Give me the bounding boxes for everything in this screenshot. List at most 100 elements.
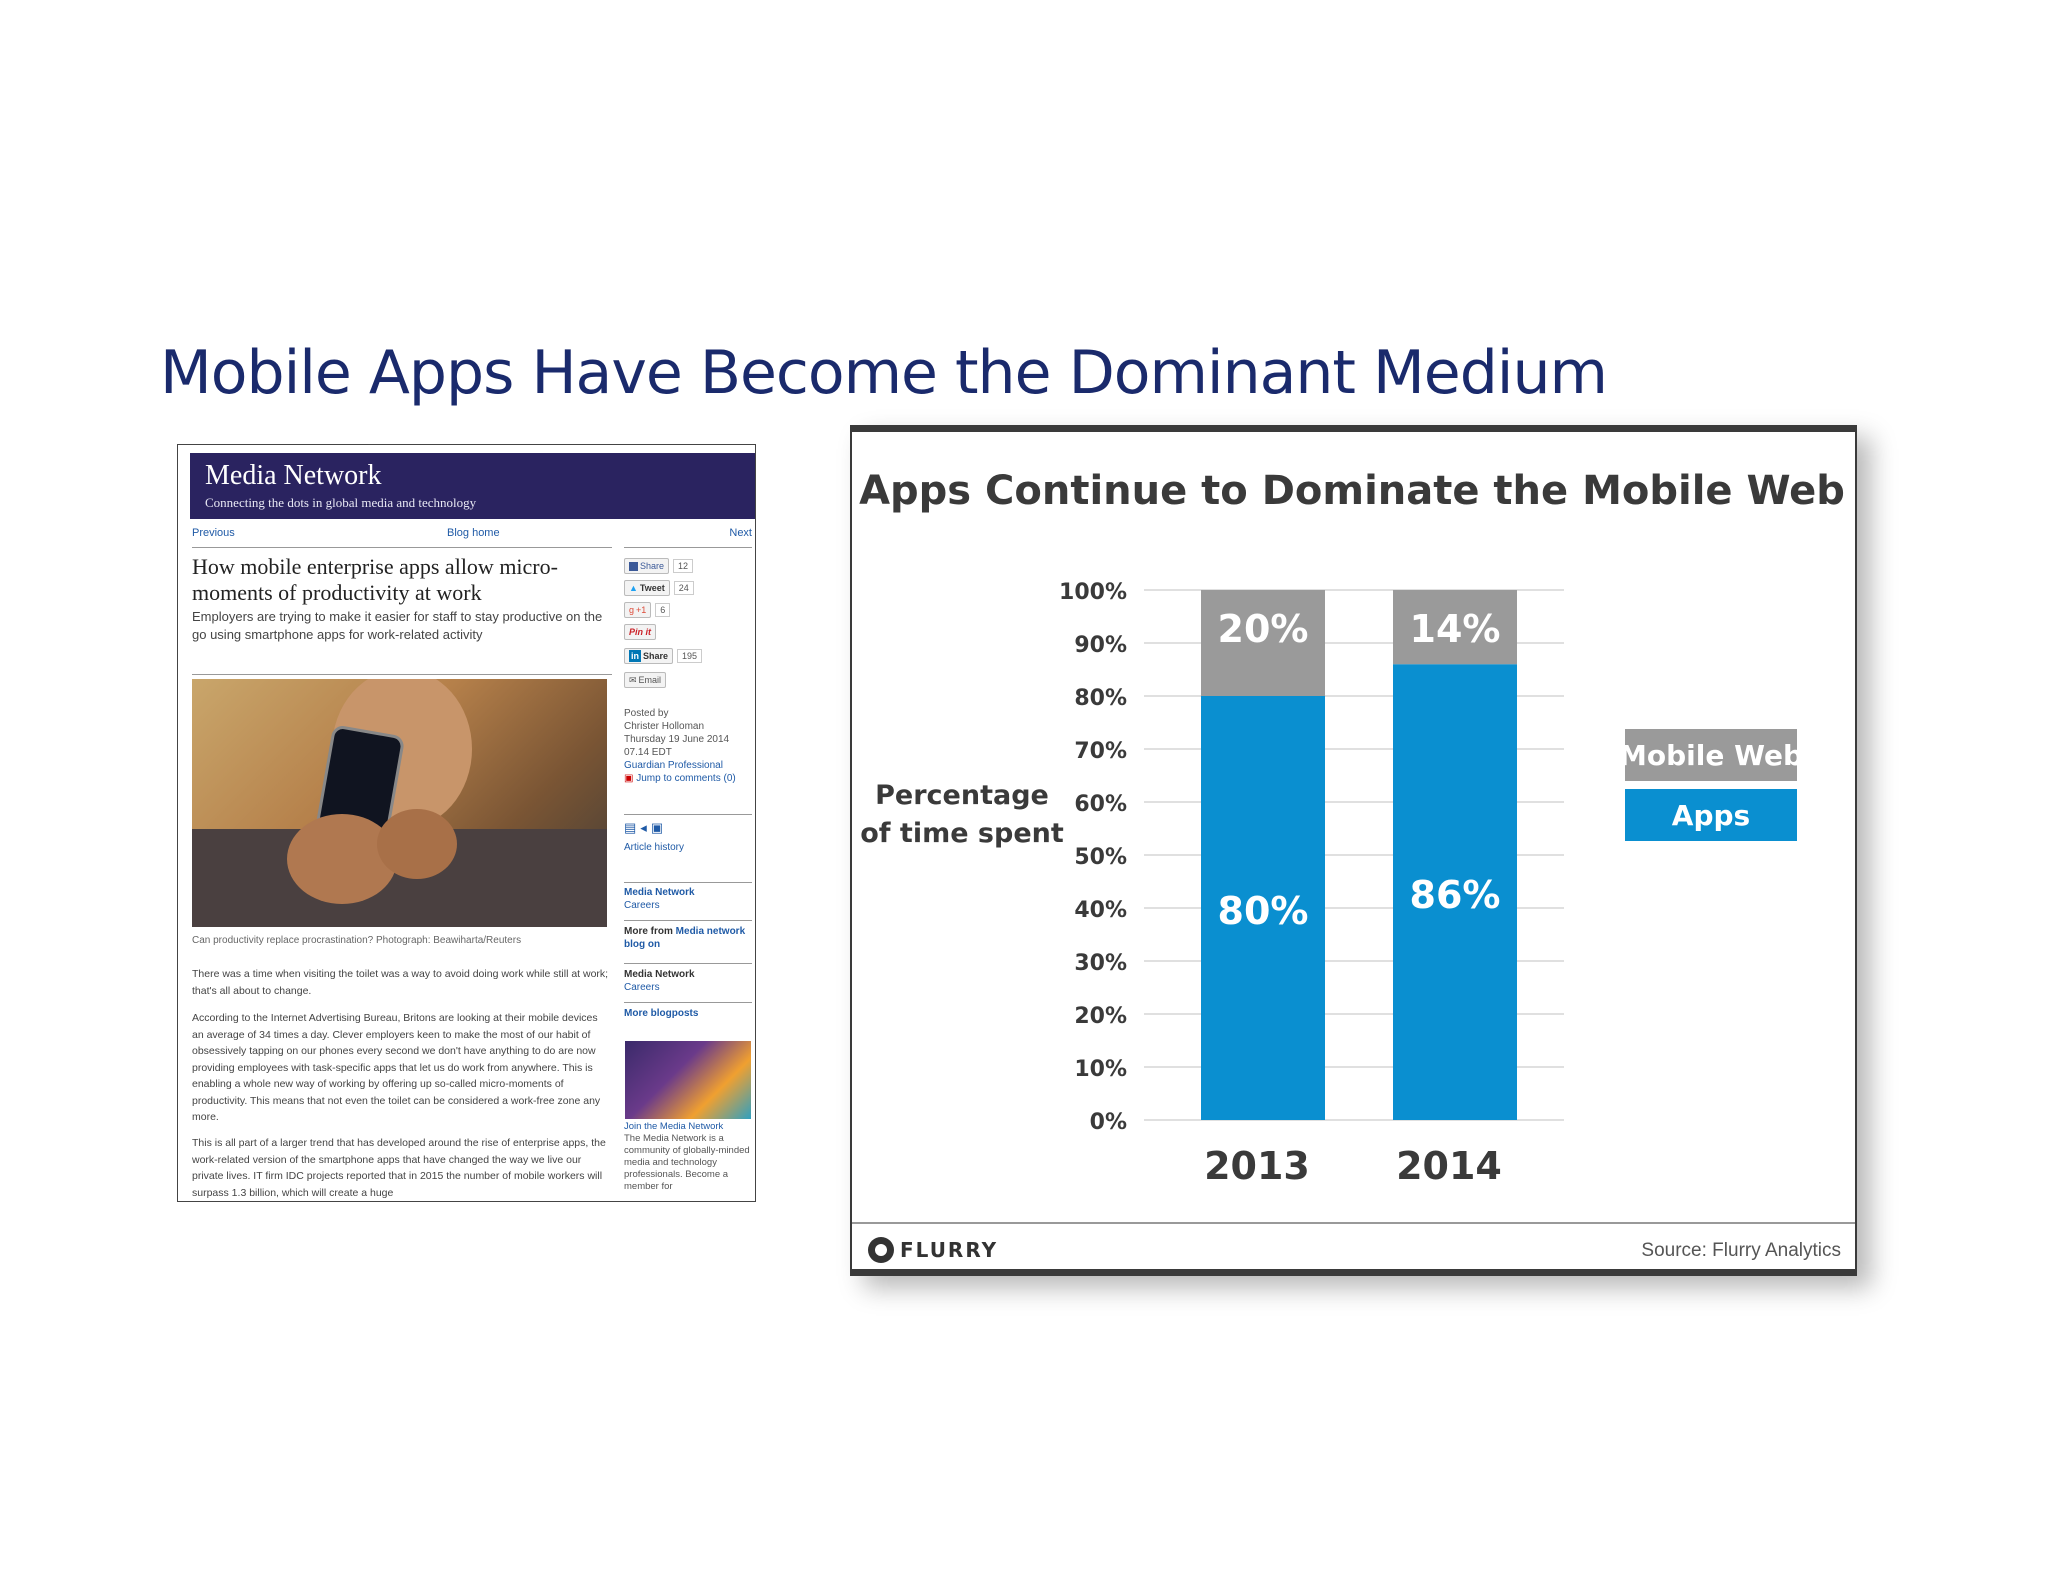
share-icon[interactable]: ◂ (640, 820, 651, 835)
photo-caption: Can productivity replace procrastination… (192, 935, 522, 946)
y-tick-label: 20% (1074, 1004, 1127, 1029)
legend-label: Mobile Web (1619, 739, 1803, 772)
more-from: More from Media network blog on (624, 925, 752, 951)
sidebar-network: Media Network Careers (624, 886, 752, 912)
y-tick-label: 50% (1074, 845, 1127, 870)
comments-label: Jump to comments (0) (636, 773, 736, 784)
linkedin-icon: in (629, 650, 641, 662)
promo-image[interactable] (625, 1041, 751, 1119)
legend-swatch (1625, 729, 1797, 781)
article-photo (192, 679, 607, 927)
x-tick-label: 2014 (1396, 1144, 1502, 1188)
sidebar-network: Media Network Careers (624, 968, 752, 994)
careers-link[interactable]: Careers (624, 900, 660, 911)
email-share[interactable]: ✉ Email (624, 672, 667, 688)
linkedin-button[interactable]: in Share (624, 648, 674, 664)
facebook-share[interactable]: Share 12 (624, 558, 694, 574)
tweet-button[interactable]: ▲ Tweet (624, 580, 670, 596)
tweet-label: Tweet (639, 583, 665, 593)
join-link[interactable]: Join the Media Network (624, 1121, 724, 1132)
chart-card: Apps Continue to Dominate the Mobile Web… (850, 425, 1857, 1276)
pinit-button[interactable]: Pin it (624, 624, 656, 640)
gplus-button[interactable]: g +1 (624, 602, 652, 618)
previous-link[interactable]: Previous (192, 527, 235, 539)
y-axis-ticks: 0% 10% 20% 30% 40% 50% 60% 70% 80% 90% 100% (1059, 580, 1127, 1135)
source-link[interactable]: Guardian Professional (624, 760, 723, 771)
gplus-share[interactable]: g +1 6 (624, 602, 671, 618)
y-tick-label: 100% (1059, 580, 1127, 605)
tweet-count: 24 (673, 581, 694, 595)
gplus-icon: g (629, 605, 635, 615)
bar-mobile-web-2014 (1393, 590, 1517, 665)
y-axis-label-line-2: of time spent (860, 818, 1064, 849)
tweet-share[interactable]: ▲ Tweet 24 (624, 580, 694, 596)
careers-link[interactable]: Careers (624, 982, 660, 993)
more-from-label: More from (624, 926, 676, 937)
y-tick-label: 60% (1074, 792, 1127, 817)
comments-link[interactable]: ▣ Jump to comments (0) (624, 772, 752, 785)
article-standfirst: Employers are trying to make it easier f… (192, 609, 603, 642)
x-axis-ticks: 2013 2014 (1204, 1144, 1502, 1188)
legend: Mobile Web Apps (1619, 729, 1803, 841)
article-paragraph: There was a time when visiting the toile… (192, 968, 609, 997)
gplus-label: +1 (636, 605, 647, 615)
x-tick-label: 2013 (1204, 1144, 1310, 1188)
tool-icons[interactable]: ▤◂▣ (624, 821, 752, 834)
join-promo: Join the Media Network The Media Network… (624, 1121, 752, 1193)
twitter-icon: ▲ (629, 583, 638, 593)
bars: 80% 20% 86% 14% (1201, 590, 1517, 1120)
divider (192, 674, 612, 675)
y-tick-label: 90% (1074, 633, 1127, 658)
email-button[interactable]: ✉ Email (624, 672, 667, 688)
legend-swatch (1625, 789, 1797, 841)
data-label: 20% (1218, 607, 1309, 651)
join-text: The Media Network is a community of glob… (624, 1133, 750, 1192)
more-blogposts-link[interactable]: More blogposts (624, 1008, 699, 1019)
print-icon[interactable]: ▤ (624, 820, 641, 835)
source-credit: Source: Flurry Analytics (1641, 1240, 1841, 1261)
email-label: Email (638, 675, 662, 685)
bookmark-icon[interactable]: ▣ (650, 820, 668, 835)
divider (624, 920, 752, 921)
blog-home-link[interactable]: Blog home (447, 527, 500, 539)
footer-divider (852, 1222, 1855, 1224)
pinit-share[interactable]: Pin it (624, 624, 656, 640)
article-paragraph: According to the Internet Advertising Bu… (192, 1012, 601, 1123)
data-label: 80% (1218, 889, 1309, 933)
y-tick-label: 0% (1090, 1110, 1127, 1135)
linkedin-label: Share (643, 651, 669, 661)
slide-title: Mobile Apps Have Become the Dominant Med… (160, 338, 1608, 408)
facebook-icon (629, 561, 638, 571)
divider (624, 1002, 752, 1003)
facebook-share-count: 12 (673, 559, 694, 573)
linkedin-share[interactable]: in Share 195 (624, 648, 703, 664)
more-from-link[interactable]: Media network blog on (624, 926, 746, 950)
divider (192, 547, 612, 548)
media-network-heading: Media Network (624, 969, 695, 980)
article-headline: How mobile enterprise apps allow micro-m… (192, 554, 558, 605)
article-history-link[interactable]: Article history (624, 842, 685, 853)
section-title: Media Network (205, 460, 382, 491)
bar-mobile-web-2013 (1201, 590, 1325, 696)
flurry-logo-icon (868, 1237, 894, 1263)
y-tick-label: 30% (1074, 951, 1127, 976)
divider (624, 963, 752, 964)
divider (624, 547, 752, 548)
posted-by: Posted by (624, 708, 669, 719)
next-link[interactable]: Next (729, 527, 752, 539)
article-paragraph: This is all part of a larger trend that … (192, 1137, 606, 1199)
comment-icon: ▣ (624, 773, 634, 784)
post-date: Thursday 19 June 2014 (624, 734, 730, 745)
facebook-share-label: Share (640, 561, 665, 571)
divider (624, 814, 752, 815)
hand-shape (287, 814, 397, 904)
facebook-share-button[interactable]: Share (624, 558, 670, 574)
legend-label: Apps (1672, 799, 1750, 832)
article-meta: Posted by Christer Holloman Thursday 19 … (624, 707, 752, 785)
bar-apps-2014 (1393, 664, 1517, 1120)
divider (624, 882, 752, 883)
section-tagline: Connecting the dots in global media and … (205, 495, 477, 510)
media-network-link[interactable]: Media Network (624, 887, 695, 898)
y-tick-label: 80% (1074, 686, 1127, 711)
bar-apps-2013 (1201, 696, 1325, 1120)
